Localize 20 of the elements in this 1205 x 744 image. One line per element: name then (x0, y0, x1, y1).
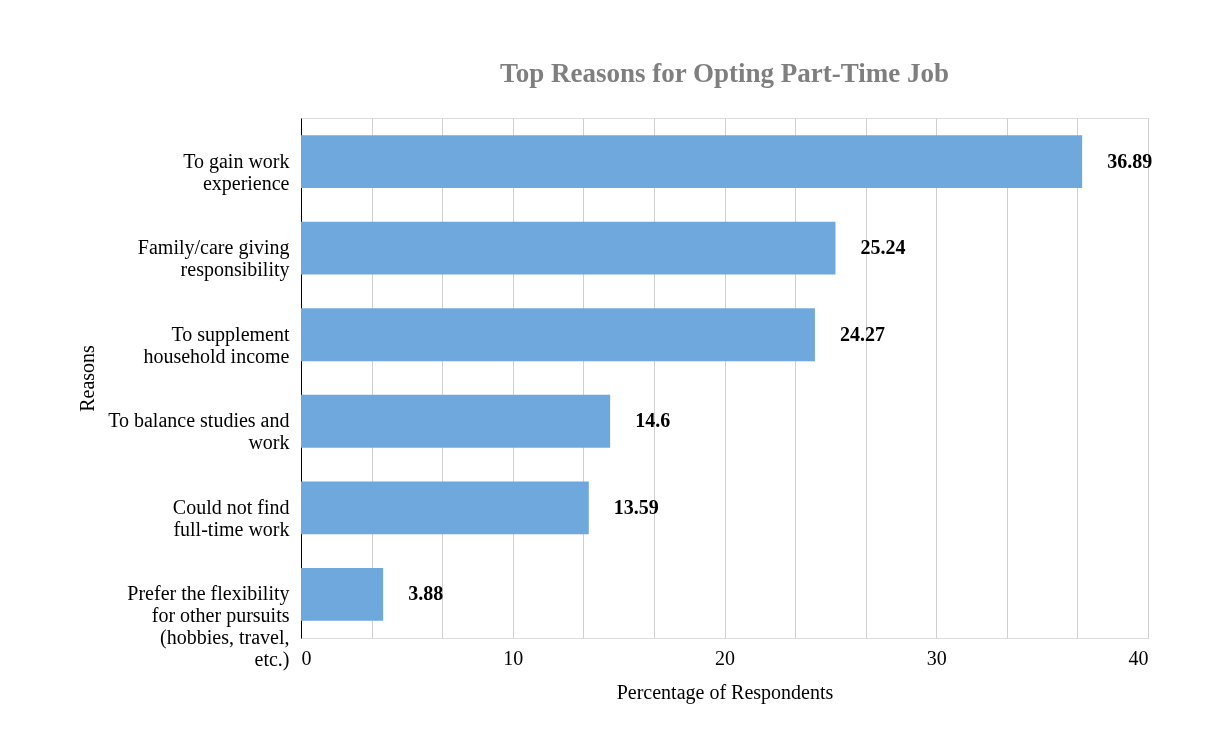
x-tick-label: 20 (715, 646, 735, 669)
x-tick-label: 30 (926, 646, 947, 669)
data-label: 13.59 (613, 495, 659, 518)
data-label: 24.27 (839, 322, 885, 345)
x-tick-label: 10 (503, 646, 524, 669)
y-tick-label: Could not find full-time work (172, 495, 290, 540)
y-axis-title: Reasons (76, 344, 99, 412)
y-tick-label: To balance studies and work (108, 409, 290, 454)
x-axis-title: Percentage of Respondents (616, 680, 834, 704)
data-label: 14.6 (635, 409, 671, 432)
data-label: 36.89 (1107, 149, 1153, 172)
y-tick-label: To gain work experience (183, 149, 290, 195)
x-tick-label: 0 (301, 646, 312, 669)
data-label: 25.24 (860, 236, 906, 259)
y-tick-label: Family/care giving responsibility (137, 236, 290, 282)
x-tick-label: 40 (1128, 646, 1149, 669)
y-tick-label: To supplement household income (143, 322, 290, 367)
y-tick-label: Prefer the flexibility for other pursuits (hobbies, travel, etc.) (127, 582, 290, 672)
chart-title: Top Reasons for Opting Part-Time Job (500, 58, 949, 88)
data-label: 3.88 (408, 582, 444, 605)
